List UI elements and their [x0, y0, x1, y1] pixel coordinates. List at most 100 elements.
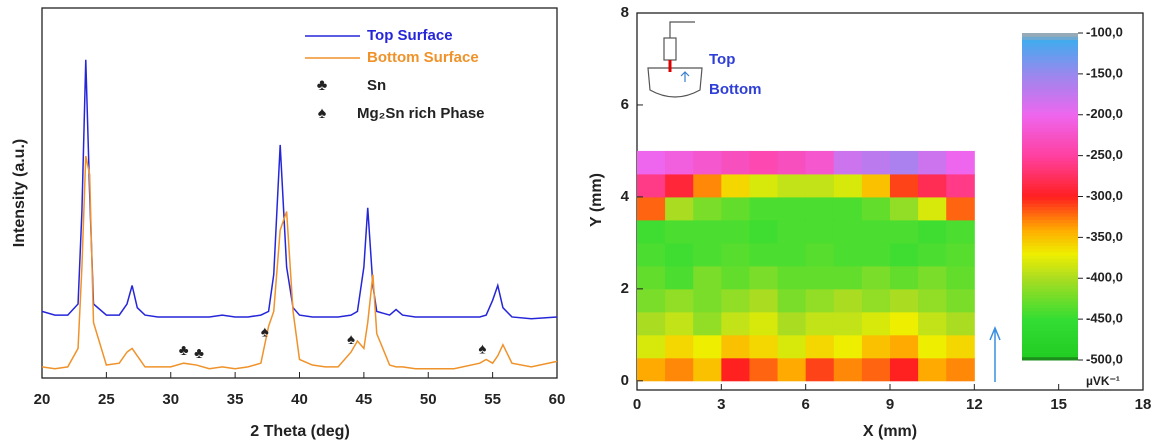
heatmap-cell — [861, 150, 891, 175]
colorbar-band — [1022, 118, 1078, 122]
colorbar-band — [1022, 49, 1078, 54]
heatmap-cell — [890, 196, 919, 221]
colorbar-band — [1022, 320, 1078, 325]
heatmap-cell — [833, 196, 863, 221]
colorbar-band — [1022, 353, 1078, 358]
heatmap-cell — [665, 242, 694, 267]
colorbar-band — [1022, 304, 1078, 309]
heatmap-cell — [946, 311, 975, 336]
colorbar-band — [1022, 330, 1078, 335]
inset-schematic — [647, 21, 703, 98]
heatmap-cell — [805, 150, 835, 175]
colorbar-band — [1022, 131, 1078, 135]
heatmap-cell — [861, 334, 891, 359]
heatmap-cell — [946, 242, 975, 267]
colorbar-band — [1022, 196, 1078, 201]
heatmap-cell — [861, 288, 891, 313]
heatmap-cell — [918, 357, 947, 382]
heatmap-cell — [946, 173, 975, 198]
colorbar-band — [1022, 337, 1078, 341]
heatmap-cell — [693, 311, 722, 336]
heatmap-cell — [693, 357, 722, 382]
heatmap-cell — [777, 265, 807, 290]
series-line — [41, 59, 558, 320]
heatmap-cell — [918, 265, 947, 290]
heatmap-cell — [861, 311, 891, 336]
colorbar-band — [1022, 173, 1078, 178]
heatmap-cell — [861, 265, 891, 290]
heatmap-cell — [918, 196, 947, 221]
heatmap-cell — [777, 219, 807, 244]
x-tick-label: 12 — [966, 396, 983, 413]
heatmap-cell — [665, 265, 694, 290]
heatmap-cell — [693, 196, 722, 221]
colorbar-band — [1022, 157, 1078, 162]
colorbar-band — [1022, 209, 1078, 214]
direction-arrow — [989, 326, 1001, 382]
colorbar-band — [1022, 239, 1078, 243]
colorbar-band — [1022, 101, 1078, 106]
legend-label: Sn — [367, 77, 386, 94]
colorbar-band — [1022, 88, 1078, 93]
heatmap-cell — [721, 265, 750, 290]
heatmap-cell — [805, 311, 835, 336]
colorbar-band — [1022, 206, 1078, 211]
colorbar-band — [1022, 170, 1078, 175]
y-axis-title: Y (mm) — [588, 173, 605, 227]
heatmap-cell — [665, 173, 694, 198]
heatmap-cell — [805, 173, 835, 198]
colorbar-band — [1022, 59, 1078, 63]
colorbar-band — [1022, 356, 1078, 361]
colorbar-band — [1022, 108, 1078, 112]
peak-marker: ♠ — [261, 324, 269, 341]
colorbar-band — [1022, 176, 1078, 181]
heatmap-cell — [861, 357, 891, 382]
x-tick-label: 3 — [717, 396, 725, 413]
colorbar-band — [1022, 333, 1078, 338]
heatmap-cell — [777, 311, 807, 336]
x-tick-label: 18 — [1135, 396, 1152, 413]
colorbar-band — [1022, 140, 1078, 145]
colorbar-band — [1022, 36, 1078, 41]
colorbar-band — [1022, 278, 1078, 283]
heatmap-cell — [918, 173, 947, 198]
heatmap-cell — [833, 311, 863, 336]
heatmap-cell — [749, 219, 779, 244]
heatmap-cell — [637, 150, 666, 175]
heatmap-cell — [946, 150, 975, 175]
colorbar-band — [1022, 317, 1078, 322]
colorbar-band — [1022, 291, 1078, 296]
colorbar-band — [1022, 72, 1078, 77]
legend-symbol: ♠ — [318, 105, 327, 122]
colorbar-band — [1022, 310, 1078, 315]
heatmap-cell — [777, 150, 807, 175]
heatmap-cell — [749, 150, 779, 175]
heatmap-cell — [721, 196, 750, 221]
heatmap-cell — [777, 288, 807, 313]
heatmap-cell — [665, 311, 694, 336]
heatmap-cell — [946, 196, 975, 221]
colorbar-band — [1022, 225, 1078, 230]
y-tick-label: 6 — [621, 96, 629, 113]
colorbar-band — [1022, 163, 1078, 168]
heatmap-cell — [861, 196, 891, 221]
colorbar-band — [1022, 255, 1078, 260]
colorbar-label: -250,0 — [1086, 147, 1123, 162]
colorbar-band — [1022, 180, 1078, 184]
heatmap-cell — [946, 334, 975, 359]
colorbar-band — [1022, 258, 1078, 263]
colorbar-band — [1022, 91, 1078, 96]
heatmap-cell — [637, 357, 666, 382]
colorbar-label: -200,0 — [1086, 106, 1123, 121]
legend-label: Mg₂Sn rich Phase — [357, 105, 485, 122]
heatmap-cell — [805, 288, 835, 313]
x-tick-label: 55 — [484, 391, 501, 408]
y-tick-label: 2 — [621, 280, 629, 297]
heatmap-cell — [833, 357, 863, 382]
heatmap-cell — [693, 288, 722, 313]
colorbar-band — [1022, 235, 1078, 240]
x-tick-label: 50 — [420, 391, 437, 408]
colorbar-label: -350,0 — [1086, 229, 1123, 244]
heatmap-cell — [890, 311, 919, 336]
